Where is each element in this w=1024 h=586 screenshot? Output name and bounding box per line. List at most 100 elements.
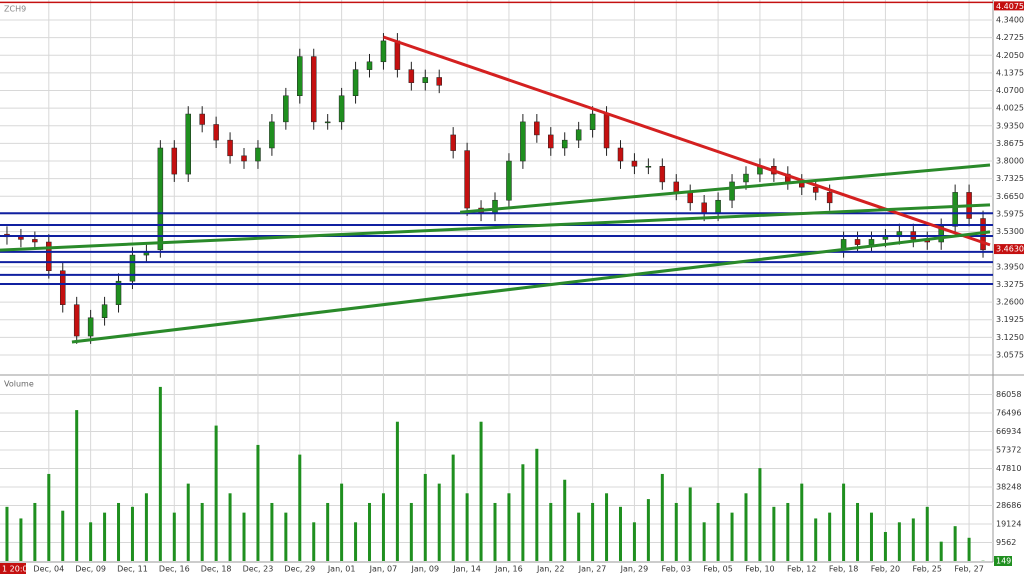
y-tick-label: 3.6650 bbox=[996, 192, 1024, 201]
y-tick-label: 3.8000 bbox=[996, 157, 1024, 166]
volume-bar bbox=[409, 502, 413, 561]
volume-bar bbox=[214, 425, 218, 561]
trendline bbox=[460, 163, 991, 214]
volume-bar bbox=[75, 410, 79, 561]
candle-body bbox=[506, 160, 512, 201]
volume-tick-label: 19124 bbox=[996, 520, 1021, 529]
last-price-box bbox=[994, 244, 1024, 255]
volume-bar bbox=[172, 512, 176, 561]
x-tick-label: Feb, 25 bbox=[913, 565, 942, 574]
last-price-label: 3.4630 bbox=[996, 245, 1024, 254]
x-tick-label: Feb, 20 bbox=[871, 565, 900, 574]
candle-body bbox=[673, 181, 680, 193]
volume-bar bbox=[117, 502, 121, 561]
volume-bar bbox=[340, 483, 344, 561]
volume-bar bbox=[716, 502, 720, 561]
x-tick-label: Dec, 23 bbox=[243, 565, 274, 574]
candle-body bbox=[324, 121, 331, 124]
y-tick-label: 3.0575 bbox=[996, 350, 1024, 359]
volume-bar bbox=[730, 512, 734, 561]
candle-body bbox=[157, 147, 164, 251]
volume-bar bbox=[814, 518, 818, 561]
y-tick-label: 4.0700 bbox=[996, 86, 1024, 95]
volume-bar bbox=[298, 454, 302, 561]
y-tick-label: 3.3275 bbox=[996, 280, 1024, 289]
volume-bar bbox=[953, 526, 957, 561]
x-tick-label: Jan, 14 bbox=[452, 565, 481, 574]
candle-body bbox=[520, 121, 526, 162]
y-tick-label: 4.1375 bbox=[996, 68, 1024, 77]
candle-body bbox=[938, 226, 944, 243]
x-tick-label: Jan, 29 bbox=[620, 565, 649, 574]
volume-bar bbox=[368, 502, 372, 561]
candle-body bbox=[436, 77, 442, 86]
x-tick-label: Jan, 27 bbox=[578, 565, 607, 574]
volume-tick-label: 9562 bbox=[996, 538, 1016, 547]
candle-body bbox=[422, 77, 429, 83]
candle-body bbox=[46, 241, 52, 271]
candle-body bbox=[227, 139, 233, 157]
volume-bar bbox=[186, 483, 190, 561]
candle-body bbox=[73, 304, 80, 337]
volume-bar bbox=[786, 502, 790, 561]
candle-body bbox=[603, 113, 610, 149]
trendline bbox=[71, 230, 991, 344]
candle-body bbox=[32, 239, 38, 243]
volume-tick-label: 28686 bbox=[996, 501, 1021, 510]
volume-bar bbox=[19, 518, 23, 561]
candle-body bbox=[729, 181, 735, 201]
volume-bar bbox=[423, 473, 427, 561]
volume-panel-label: Volume bbox=[4, 380, 34, 389]
volume-bar bbox=[89, 522, 93, 561]
volume-tick-label: 57372 bbox=[996, 446, 1021, 455]
volume-bar bbox=[479, 421, 483, 561]
x-tick-label: Feb, 05 bbox=[703, 565, 732, 574]
volume-bar bbox=[354, 522, 358, 561]
candle-body bbox=[115, 280, 122, 305]
candle-body bbox=[338, 95, 345, 123]
trendline bbox=[0, 203, 991, 252]
x-tick-label: Feb, 12 bbox=[787, 565, 816, 574]
candle-body bbox=[352, 69, 359, 96]
candle-body bbox=[617, 147, 624, 162]
candle-body bbox=[854, 239, 861, 245]
x-tick-label: Dec, 16 bbox=[159, 565, 190, 574]
candle-body bbox=[701, 202, 707, 214]
last-volume-label: 149 bbox=[996, 557, 1011, 566]
y-tick-label: 4.2050 bbox=[996, 51, 1024, 60]
x-tick-label: Jan, 01 bbox=[327, 565, 356, 574]
volume-bar bbox=[130, 506, 134, 561]
candle-body bbox=[645, 166, 652, 168]
y-tick-label: 4.2725 bbox=[996, 33, 1024, 42]
candle-body bbox=[631, 160, 638, 167]
candle-body bbox=[310, 56, 317, 123]
volume-bar bbox=[939, 541, 943, 561]
candle-body bbox=[380, 40, 387, 63]
volume-bar bbox=[493, 502, 497, 561]
volume-bar bbox=[158, 386, 162, 561]
candle-body bbox=[366, 61, 373, 70]
candle-body bbox=[561, 139, 568, 149]
y-tick-label: 3.2600 bbox=[996, 298, 1024, 307]
y-tick-label: 4.0025 bbox=[996, 104, 1024, 113]
volume-bar bbox=[911, 518, 915, 561]
y-tick-label: 3.1925 bbox=[996, 315, 1024, 324]
y-tick-label: 4.3400 bbox=[996, 16, 1024, 25]
high-marker-box bbox=[994, 1, 1024, 11]
y-tick-label: 3.3950 bbox=[996, 262, 1024, 271]
volume-bar bbox=[521, 464, 525, 561]
volume-tick-label: 38248 bbox=[996, 483, 1021, 492]
volume-bar bbox=[200, 502, 204, 561]
x-tick-label: Feb, 18 bbox=[829, 565, 858, 574]
candle-body bbox=[548, 134, 554, 149]
candle-body bbox=[492, 199, 498, 214]
volume-bar bbox=[967, 537, 971, 561]
symbol-label: ZCH9 bbox=[4, 5, 26, 14]
high-marker-label: 4.4075 bbox=[996, 2, 1024, 11]
volume-bar bbox=[5, 506, 9, 561]
volume-bar bbox=[242, 512, 246, 561]
volume-bar bbox=[828, 512, 832, 561]
volume-bar bbox=[632, 522, 636, 561]
volume-bar bbox=[465, 493, 469, 561]
